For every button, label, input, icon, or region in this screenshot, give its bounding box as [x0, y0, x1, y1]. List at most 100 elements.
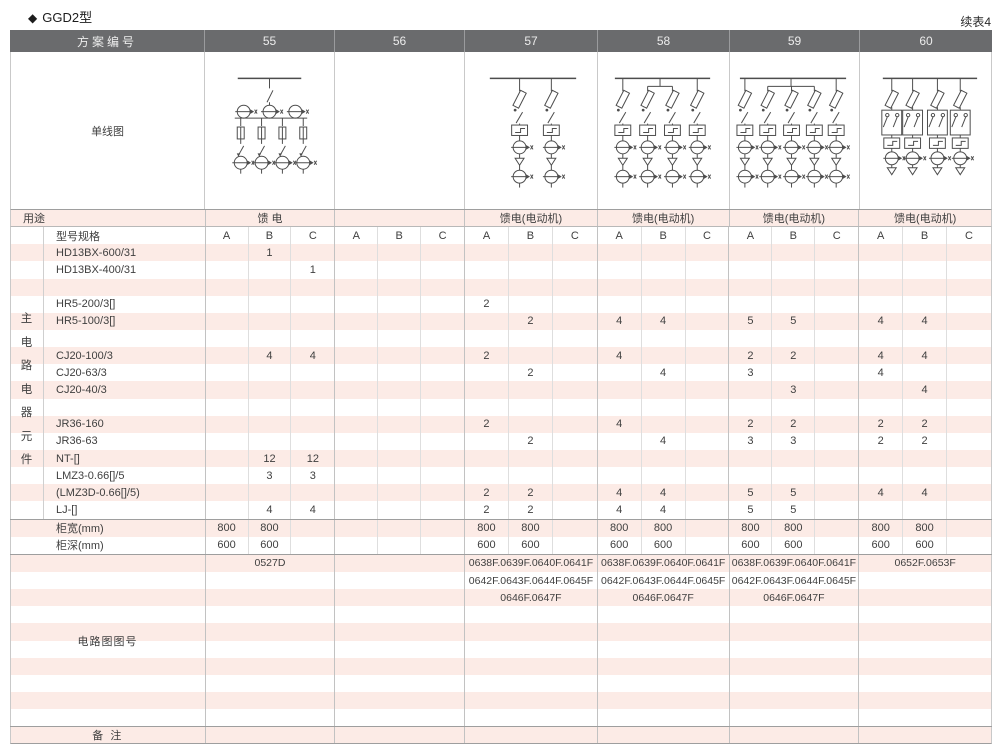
value-cell	[947, 484, 991, 501]
circuit-cell	[335, 674, 466, 692]
value-cell	[642, 347, 686, 365]
value-cell: 600	[509, 536, 553, 554]
value-cell	[598, 364, 642, 382]
value-cell	[249, 261, 292, 279]
circuit-cell	[859, 675, 991, 692]
value-cell	[249, 381, 292, 399]
value-cell	[378, 398, 422, 416]
value-cell: 12	[249, 449, 292, 468]
row-label: HR5-200/3[]	[56, 298, 116, 311]
value-cell	[686, 295, 730, 313]
circuit-label-spacer	[11, 554, 206, 572]
circuit-label-spacer	[11, 709, 206, 727]
value-cell	[335, 278, 379, 296]
header-scheme-58: 58	[598, 30, 730, 52]
value-cell: 600	[249, 536, 292, 554]
value-cell: 4	[642, 484, 686, 502]
diagram-cell-56	[335, 52, 465, 209]
value-cell: 4	[642, 501, 686, 519]
side-strip	[11, 432, 44, 450]
value-cell: 4	[642, 432, 686, 450]
value-cell: 800	[772, 519, 816, 537]
value-cell	[421, 484, 466, 502]
value-cell: 3	[249, 467, 292, 485]
circuit-diagram-number-section: 0527D 0638F.0639F.0640F.0641F 0638F.0639F.…	[10, 554, 992, 728]
value-cell: 2	[465, 295, 509, 313]
value-cell: 3	[772, 432, 816, 450]
size-row: 柜宽(mm) 800 800 800 800 800 800 800 800 800 800	[10, 519, 992, 537]
side-strip	[11, 364, 44, 382]
row-label: LJ-[]	[56, 503, 78, 516]
value-cell	[206, 501, 249, 519]
component-row: HD13BX-400/31 1	[10, 261, 992, 279]
value-cell	[465, 398, 509, 416]
value-cell	[947, 450, 991, 467]
page-title: ◆ GGD2型	[28, 7, 92, 26]
value-cell	[291, 519, 336, 537]
value-cell: 800	[206, 519, 249, 537]
circuit-label-spacer	[11, 691, 206, 710]
value-cell	[642, 261, 686, 279]
sub-column-header: B	[378, 227, 422, 245]
value-cell	[947, 261, 991, 278]
value-cell	[859, 449, 904, 468]
usage-label-cell: 用途	[11, 210, 206, 227]
value-cell	[903, 501, 947, 519]
remark-row: 备 注	[10, 727, 992, 745]
circuit-cell	[859, 623, 991, 640]
circuit-cell	[859, 641, 991, 658]
value-cell	[772, 398, 816, 416]
row-label-cell: 柜宽(mm)	[11, 519, 206, 537]
value-cell	[686, 312, 730, 330]
value-cell	[903, 261, 947, 279]
side-strip	[11, 295, 44, 313]
remark-cell	[859, 727, 991, 743]
value-cell: 4	[598, 312, 642, 330]
side-strip	[11, 227, 44, 245]
value-cell	[249, 364, 292, 382]
value-cell	[206, 364, 249, 382]
value-cell	[421, 449, 466, 468]
value-cell	[553, 536, 598, 554]
diagram-cell-59	[730, 52, 860, 209]
value-cell: 4	[598, 484, 642, 502]
row-label-cell: HD13BX-600/31	[11, 244, 206, 262]
value-cell	[378, 432, 422, 450]
value-cell: 4	[291, 501, 336, 519]
value-cell	[815, 381, 860, 399]
side-strip	[11, 347, 44, 365]
circuit-cell	[206, 640, 336, 658]
value-cell	[815, 261, 860, 279]
value-cell	[465, 278, 509, 296]
circuit-cell	[335, 554, 466, 572]
value-cell	[815, 244, 860, 262]
value-cell	[206, 398, 249, 416]
circuit-cell	[335, 709, 466, 727]
value-cell	[947, 520, 991, 537]
value-cell: 1	[249, 244, 292, 262]
header-scheme-56: 56	[335, 30, 465, 52]
value-cell: 3	[772, 381, 816, 399]
value-cell: 4	[859, 347, 904, 365]
usage-cell-60: 馈电(电动机)	[893, 213, 957, 226]
value-cell	[335, 312, 379, 330]
sub-column-header: C	[964, 229, 973, 242]
header-scheme-59: 59	[730, 30, 860, 52]
diagram-cell-60	[860, 52, 991, 209]
circuit-cell	[335, 606, 466, 624]
usage-label: 用途	[23, 213, 45, 226]
circuit-cell: 0638F.0639F.0640F.0641F	[598, 554, 730, 572]
value-cell	[859, 381, 904, 399]
row-label: 柜深(mm)	[56, 540, 104, 553]
remark-cell	[465, 727, 598, 744]
value-cell	[553, 519, 598, 537]
value-cell	[335, 432, 379, 450]
sub-column-header: B	[903, 227, 947, 245]
value-cell	[509, 449, 553, 468]
value-cell: 5	[772, 501, 816, 519]
component-row: HR5-100/3[] 2 4 4 5 5 4 4	[10, 312, 992, 330]
row-label: HD13BX-600/31	[56, 246, 137, 259]
value-cell	[421, 364, 466, 382]
row-label-cell: (LMZ3D-0.66[]/5)	[11, 484, 206, 502]
circuit-cell	[730, 657, 860, 675]
